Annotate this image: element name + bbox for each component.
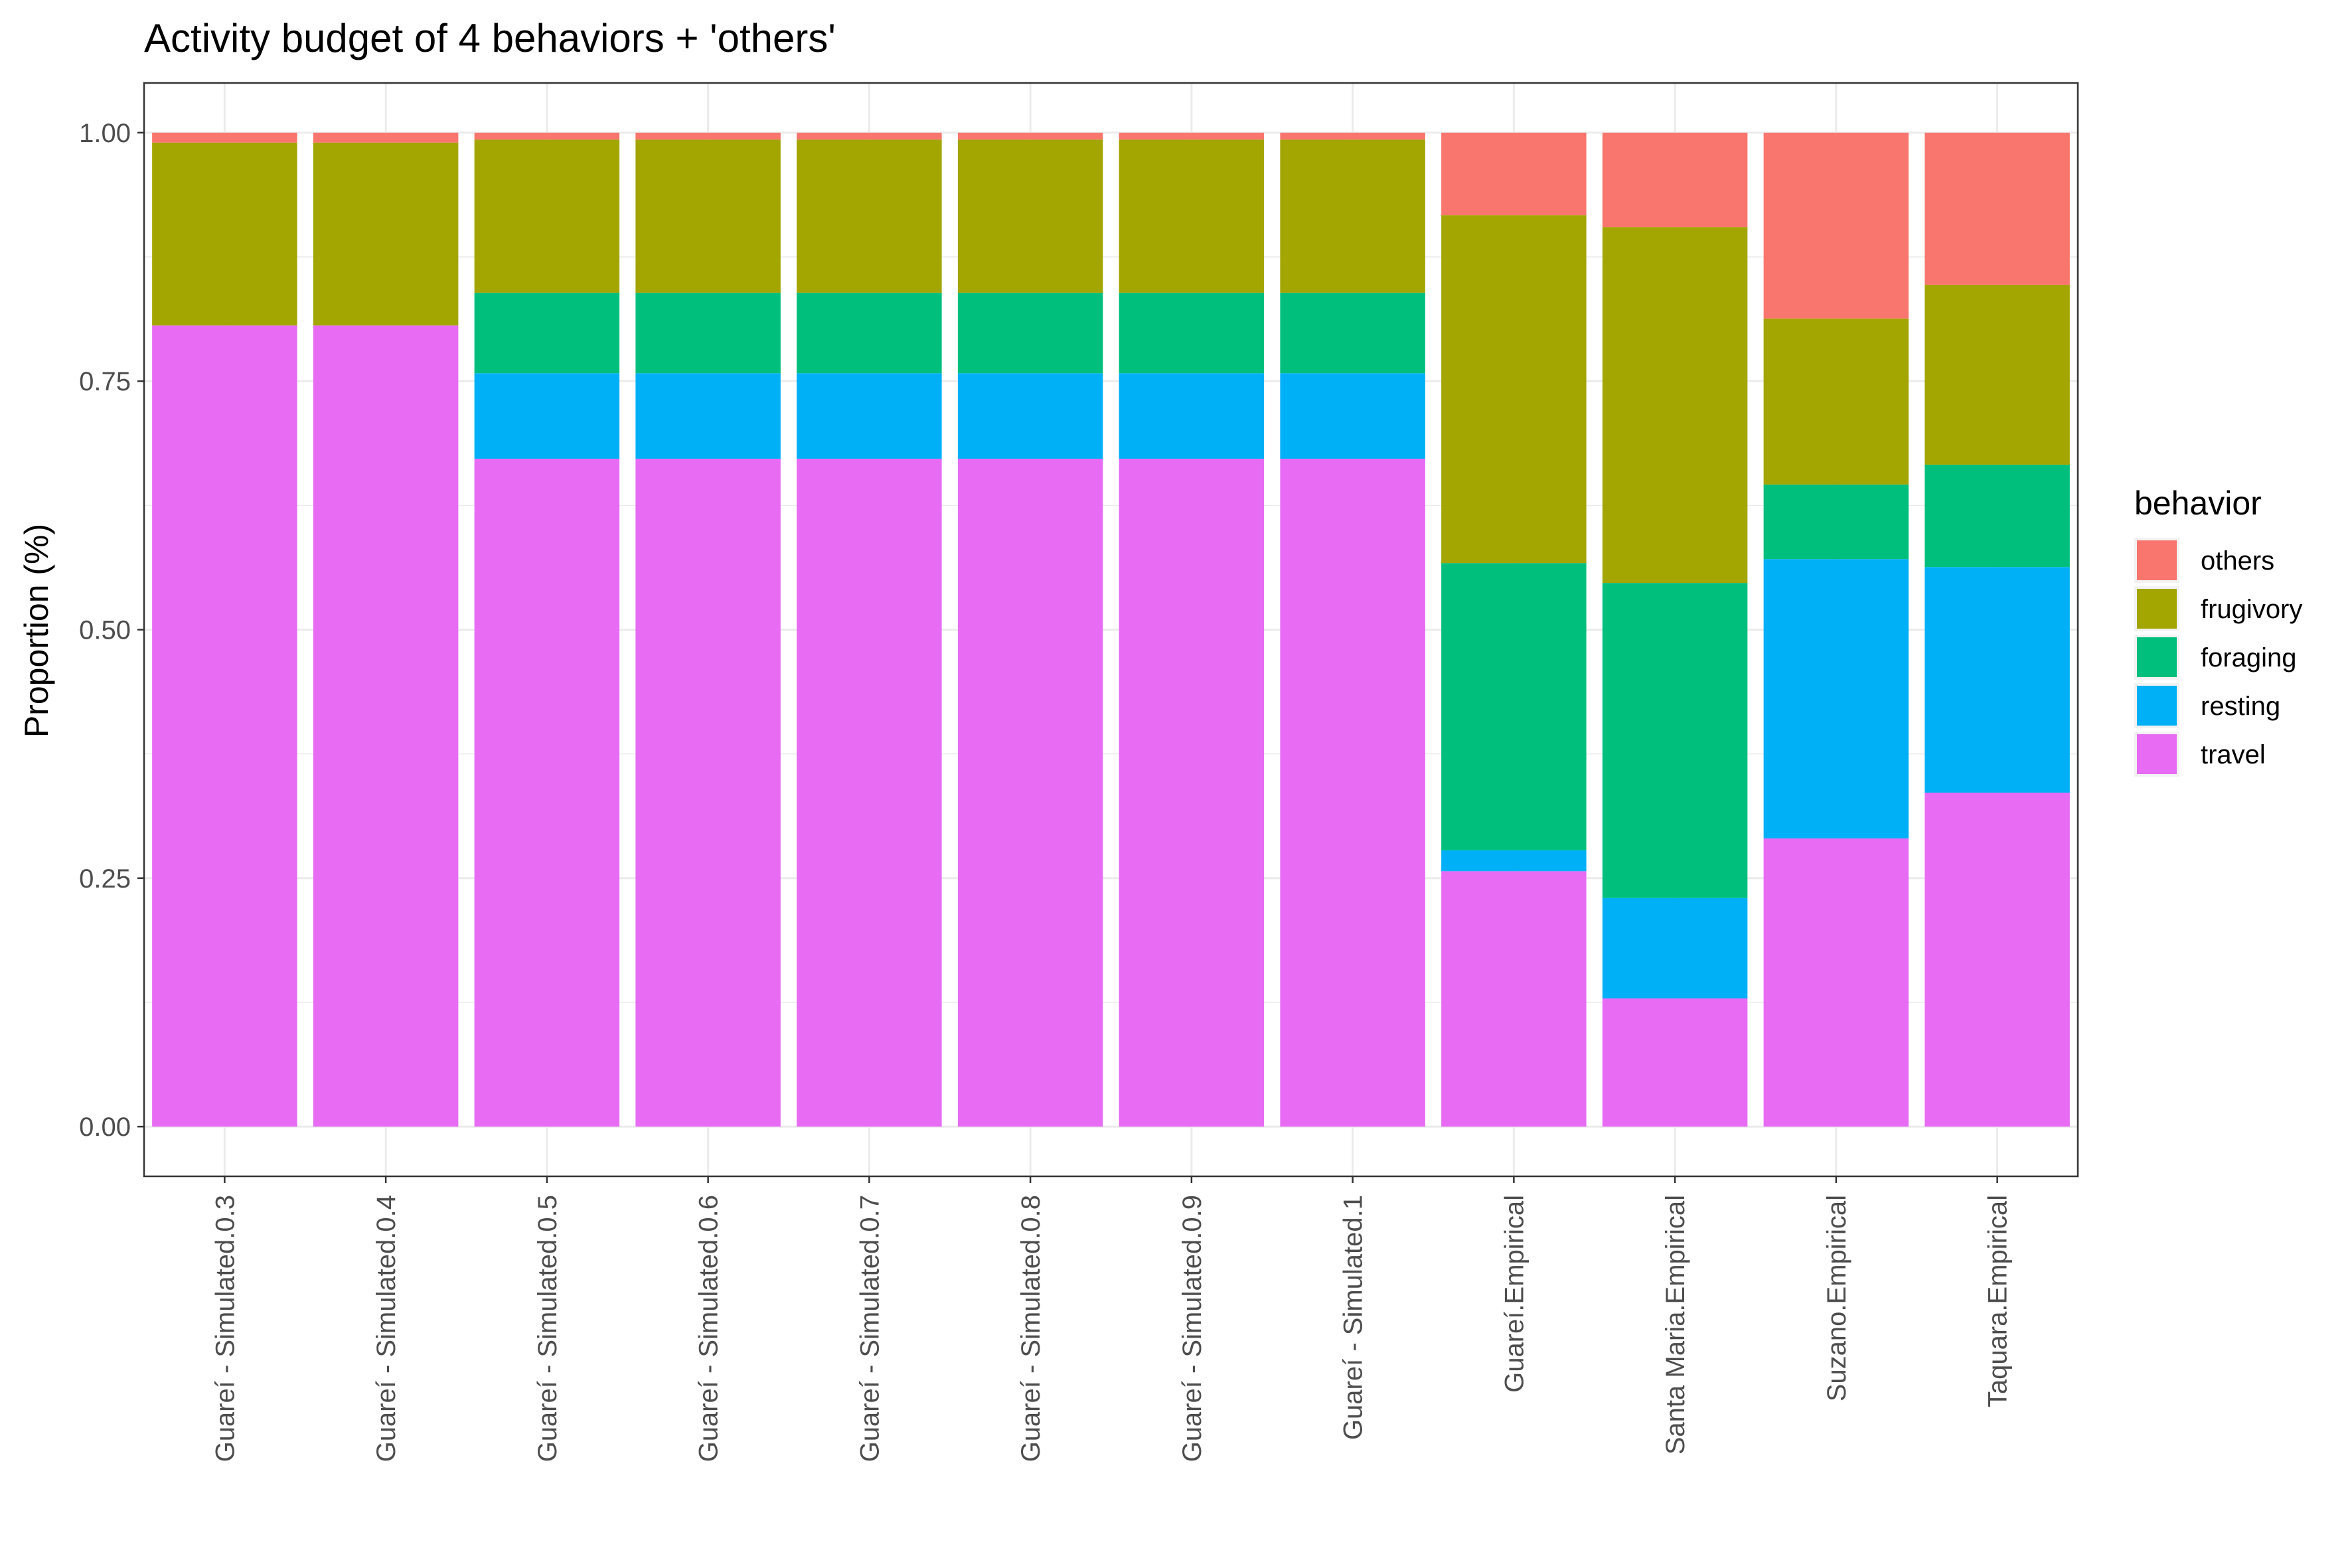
bar-segment-others (313, 132, 459, 143)
bar-segment-others (474, 132, 620, 140)
bar-segment-others (957, 132, 1103, 140)
x-tick-label: Guareí - Simulated.1 (1339, 1195, 1368, 1440)
bar-segment-frugivory (1441, 215, 1587, 564)
bar-segment-others (1119, 132, 1265, 140)
bar-segment-travel (1924, 793, 2070, 1127)
legend-label-resting: resting (2201, 692, 2280, 721)
bar-segment-frugivory (152, 142, 297, 326)
bar-segment-travel (1280, 458, 1425, 1127)
bar-segment-travel (635, 458, 781, 1127)
legend-label-others: others (2201, 546, 2274, 576)
bar-segment-resting (797, 373, 942, 459)
bar-segment-frugivory (474, 139, 620, 293)
bar-segment-others (1602, 132, 1748, 228)
bar-segment-resting (474, 373, 620, 459)
legend-title: behavior (2134, 485, 2262, 522)
bar-segment-foraging (957, 292, 1103, 374)
chart-title: Activity budget of 4 behaviors + 'others… (144, 16, 836, 60)
bar-segment-foraging (1763, 484, 1909, 560)
bar-segment-travel (1441, 871, 1587, 1127)
bar-segment-foraging (1602, 583, 1748, 898)
bar-segment-others (152, 132, 297, 143)
bar-segment-foraging (1924, 464, 2070, 568)
bar-segment-travel (474, 458, 620, 1127)
legend-swatch-resting (2137, 686, 2177, 726)
legend-label-frugivory: frugivory (2201, 595, 2302, 624)
legend-label-travel: travel (2201, 740, 2266, 769)
bar-segment-frugivory (1119, 139, 1265, 293)
x-tick-label: Guareí - Simulated.0.8 (1016, 1195, 1046, 1462)
x-tick-label: Suzano.Empirical (1822, 1195, 1851, 1401)
bar-segment-resting (957, 373, 1103, 459)
bar-segment-travel (797, 458, 942, 1127)
bar-segment-frugivory (635, 139, 781, 293)
legend-swatch-travel (2137, 734, 2177, 774)
bar-segment-travel (957, 458, 1103, 1127)
bar-segment-others (1441, 132, 1587, 216)
bar-segment-frugivory (1763, 318, 1909, 485)
bar-segment-others (797, 132, 942, 140)
bar-segment-foraging (1119, 292, 1265, 374)
bar-segment-foraging (797, 292, 942, 374)
legend-label-foraging: foraging (2201, 643, 2297, 672)
x-tick-label: Guareí - Simulated.0.3 (210, 1195, 240, 1462)
bar-segment-foraging (474, 292, 620, 374)
x-tick-label: Guareí - Simulated.0.9 (1178, 1195, 1207, 1462)
bar-segment-resting (1602, 898, 1748, 998)
y-tick-label: 1.00 (79, 119, 131, 148)
bars (152, 132, 2070, 1127)
legend-swatch-others (2137, 540, 2177, 580)
bar-segment-frugivory (1924, 284, 2070, 465)
bar-segment-resting (1441, 850, 1587, 872)
bar-segment-others (1280, 132, 1425, 140)
bar-segment-foraging (1280, 292, 1425, 374)
bar-segment-frugivory (797, 139, 942, 293)
legend-swatch-foraging (2137, 637, 2177, 677)
bar-segment-travel (1119, 458, 1265, 1127)
bar-segment-frugivory (957, 139, 1103, 293)
bar-segment-travel (1602, 998, 1748, 1127)
y-axis-label: Proportion (%) (18, 524, 55, 738)
y-tick-label: 0.00 (79, 1113, 131, 1142)
bar-segment-frugivory (1602, 227, 1748, 584)
legend: behavior others frugivory foraging resting t… (2134, 485, 2302, 777)
x-tick-label: Guareí - Simulated.0.5 (533, 1195, 562, 1462)
bar-segment-resting (1119, 373, 1265, 459)
bar-segment-resting (1763, 559, 1909, 838)
bar-segment-travel (152, 325, 297, 1127)
bar-segment-foraging (1441, 563, 1587, 850)
bar-segment-others (635, 132, 781, 140)
y-tick-label: 0.50 (79, 616, 131, 645)
y-tick-label: 0.25 (79, 864, 131, 894)
bar-segment-foraging (635, 292, 781, 374)
x-tick-label: Guareí.Empirical (1500, 1195, 1529, 1393)
y-tick-label: 0.75 (79, 367, 131, 396)
x-tick-label: Taquara.Empirical (1984, 1195, 2013, 1407)
bar-segment-frugivory (313, 142, 459, 326)
legend-swatch-frugivory (2137, 589, 2177, 629)
bar-segment-resting (1924, 567, 2070, 793)
x-tick-label: Guareí - Simulated.0.4 (372, 1195, 401, 1462)
x-tick-label: Guareí - Simulated.0.7 (855, 1195, 884, 1462)
bar-segment-travel (313, 325, 459, 1127)
bar-segment-resting (635, 373, 781, 459)
bar-segment-others (1924, 132, 2070, 285)
y-axis: 0.00 0.25 0.50 0.75 1.00 (79, 119, 144, 1142)
bar-segment-frugivory (1280, 139, 1425, 293)
x-tick-label: Santa Maria.Empirical (1661, 1195, 1690, 1454)
x-tick-label: Guareí - Simulated.0.6 (694, 1195, 724, 1462)
x-axis: Guareí - Simulated.0.3 Guareí - Simulated… (210, 1176, 2013, 1462)
bar-segment-others (1763, 132, 1909, 319)
bar-segment-resting (1280, 373, 1425, 459)
bar-segment-travel (1763, 838, 1909, 1127)
